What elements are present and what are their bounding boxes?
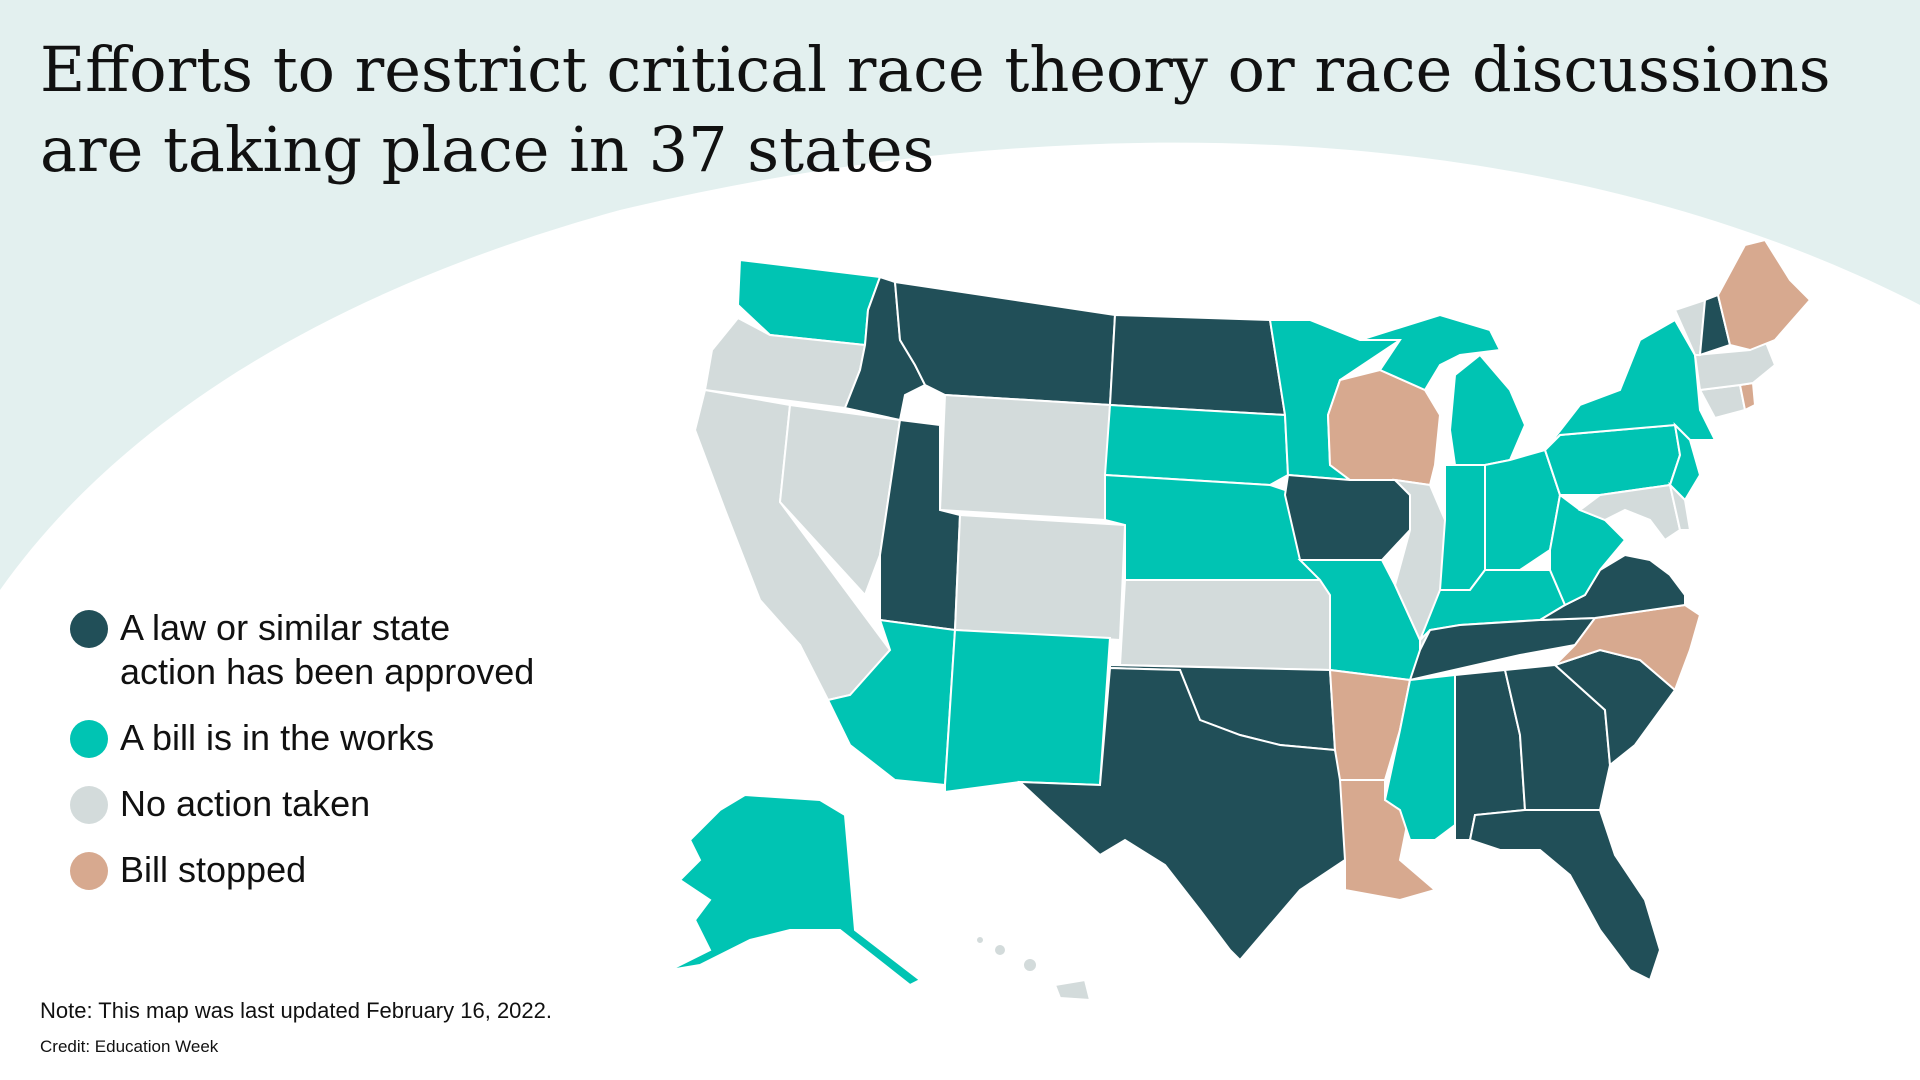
state-NY [1544, 318, 1717, 451]
state-IN [1438, 464, 1486, 591]
legend-item-stopped: Bill stopped [70, 848, 630, 892]
legend-label-stopped: Bill stopped [120, 849, 307, 890]
legend-dot-in-works [70, 720, 108, 758]
state-IA [1283, 473, 1411, 561]
state-MT [893, 280, 1117, 407]
state-MI-lower [1448, 353, 1527, 466]
legend-label-in-works: A bill is in the works [120, 717, 435, 758]
us-states-map [669, 240, 1812, 1000]
state-LA [1338, 779, 1438, 902]
state-NM [944, 628, 1112, 794]
state-AK [669, 793, 922, 987]
state-HI-kauai [975, 935, 985, 945]
state-WY [938, 393, 1112, 522]
state-KS [1118, 579, 1331, 672]
footer-note: Note: This map was last updated February… [40, 998, 552, 1023]
state-SD [1103, 403, 1290, 487]
state-MI [1359, 313, 1502, 392]
state-HI-maui [1022, 957, 1038, 973]
legend: A law or similar state action has been a… [70, 606, 630, 914]
state-TX [1017, 666, 1346, 962]
legend-item-approved: A law or similar state action has been a… [70, 606, 630, 694]
state-ND [1108, 313, 1287, 417]
state-CO [953, 513, 1127, 642]
state-NV [778, 403, 902, 597]
title-line-1: Efforts to restrict critical race theory… [40, 33, 1831, 106]
legend-label-approved-line-2: action has been approved [120, 651, 535, 692]
state-WV [1549, 493, 1627, 607]
page-title: Efforts to restrict critical race theory… [40, 30, 1900, 190]
state-DE [1668, 481, 1692, 531]
legend-label-approved-line-1: A law or similar state [120, 607, 451, 648]
legend-label-no-action: No action taken [120, 783, 371, 824]
state-FL [1468, 809, 1662, 982]
legend-dot-approved [70, 610, 108, 648]
title-line-2: are taking place in 37 states [40, 113, 935, 186]
footer-credit: Credit: Education Week [40, 1037, 219, 1056]
state-HI [1053, 978, 1092, 1000]
legend-item-no-action: No action taken [70, 782, 630, 826]
background-arc-shape [0, 0, 1920, 590]
legend-dot-stopped [70, 852, 108, 890]
state-HI-oahu [993, 943, 1007, 957]
state-OH [1484, 448, 1562, 571]
legend-item-in-works: A bill is in the works [70, 716, 630, 760]
state-ME [1716, 240, 1812, 352]
legend-dot-no-action [70, 786, 108, 824]
